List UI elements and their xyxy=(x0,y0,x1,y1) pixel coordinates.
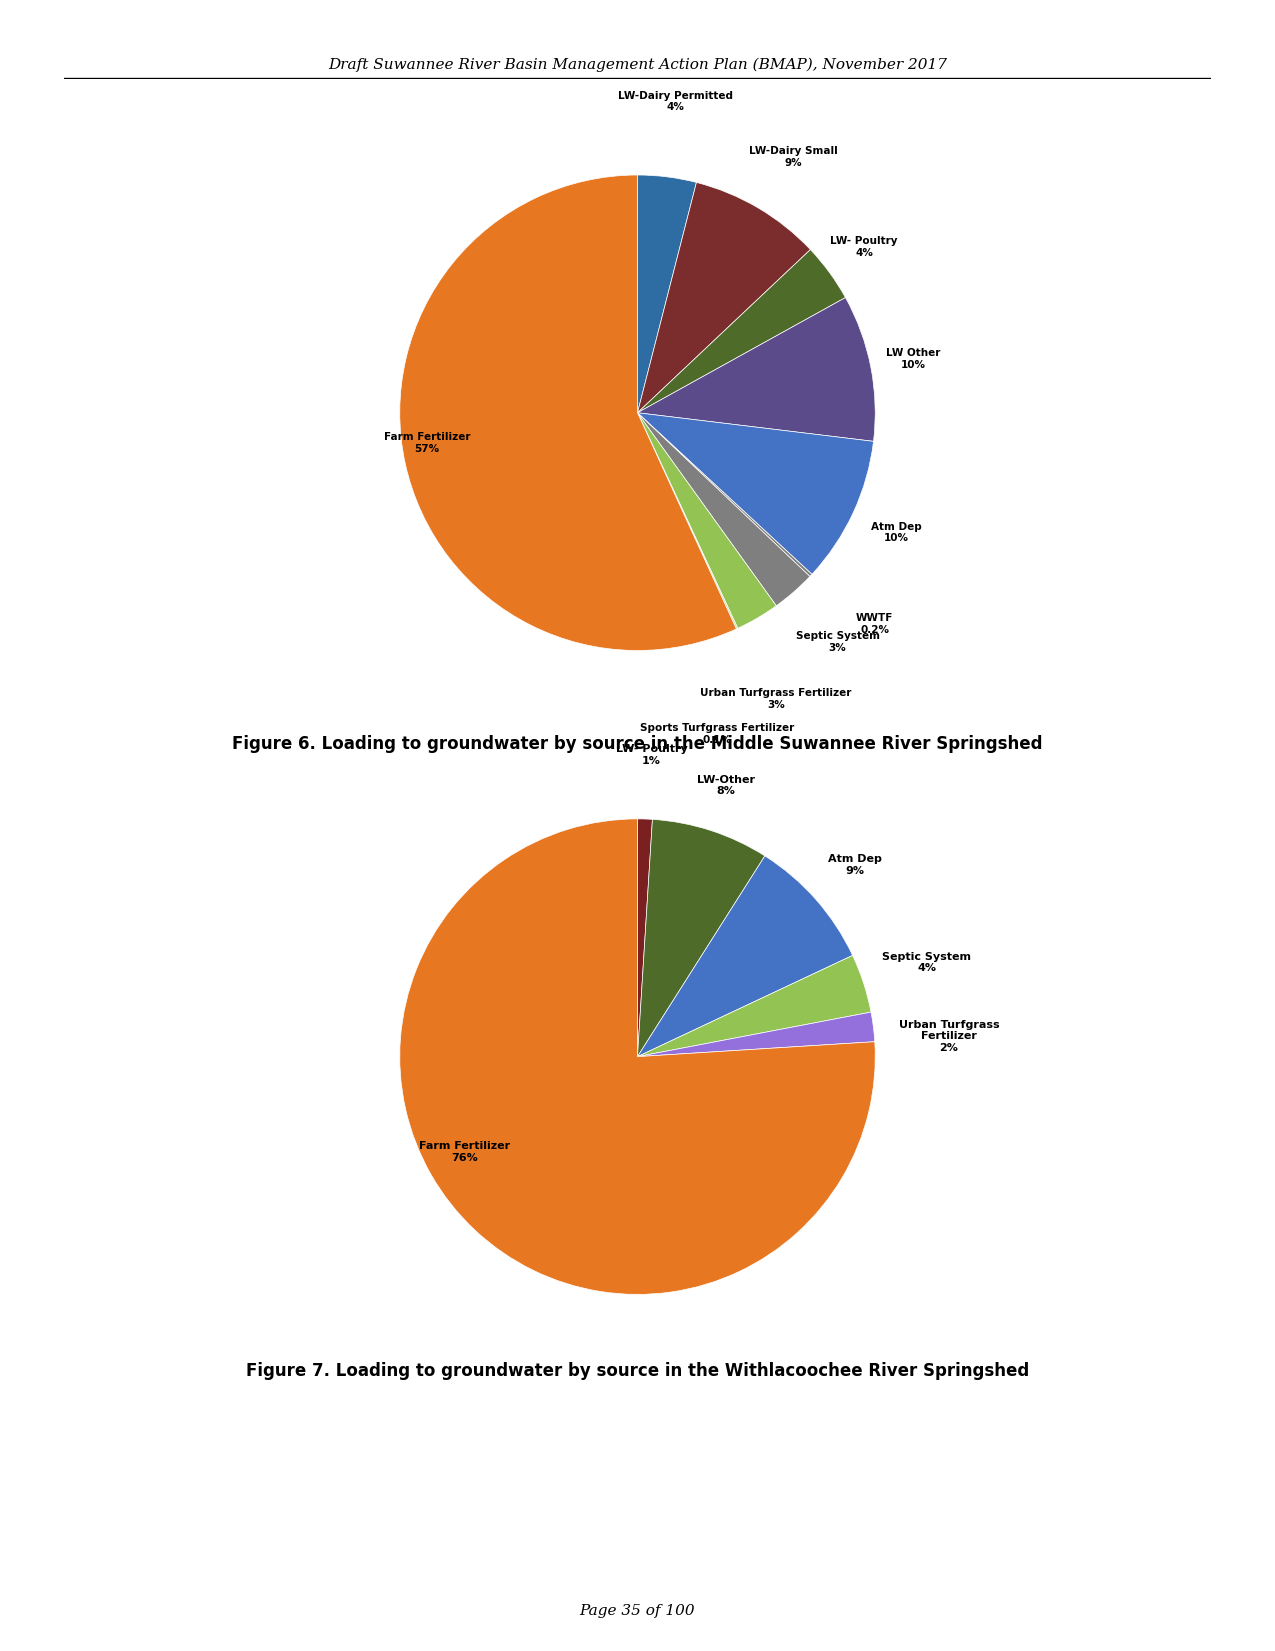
Text: Figure 6. Loading to groundwater by source in the Middle Suwannee River Springsh: Figure 6. Loading to groundwater by sour… xyxy=(232,735,1043,753)
Text: WWTF
0.2%: WWTF 0.2% xyxy=(856,614,894,636)
Wedge shape xyxy=(400,175,737,650)
Text: Urban Turfgrass Fertilizer
3%: Urban Turfgrass Fertilizer 3% xyxy=(700,688,852,710)
Text: LW-Dairy Small
9%: LW-Dairy Small 9% xyxy=(748,145,838,167)
Text: LW- Poultry
1%: LW- Poultry 1% xyxy=(616,745,687,766)
Text: Atm Dep
10%: Atm Dep 10% xyxy=(871,522,922,543)
Wedge shape xyxy=(638,249,845,413)
Wedge shape xyxy=(638,413,738,629)
Wedge shape xyxy=(638,855,853,1057)
Wedge shape xyxy=(638,297,875,441)
Wedge shape xyxy=(638,413,812,576)
Wedge shape xyxy=(638,413,873,575)
Text: Page 35 of 100: Page 35 of 100 xyxy=(580,1605,695,1618)
Text: LW Other
10%: LW Other 10% xyxy=(886,348,940,370)
Wedge shape xyxy=(638,413,776,629)
Text: Septic System
4%: Septic System 4% xyxy=(882,953,972,974)
Text: Urban Turfgrass
Fertilizer
2%: Urban Turfgrass Fertilizer 2% xyxy=(899,1020,1000,1053)
Wedge shape xyxy=(638,413,810,606)
Wedge shape xyxy=(638,819,765,1057)
Wedge shape xyxy=(638,175,696,413)
Wedge shape xyxy=(638,956,871,1057)
Wedge shape xyxy=(638,182,811,413)
Wedge shape xyxy=(400,819,875,1294)
Text: Septic System
3%: Septic System 3% xyxy=(796,631,880,652)
Text: LW- Poultry
4%: LW- Poultry 4% xyxy=(830,236,898,258)
Text: LW-Dairy Permitted
4%: LW-Dairy Permitted 4% xyxy=(618,91,733,112)
Text: LW-Other
8%: LW-Other 8% xyxy=(696,774,755,796)
Text: Figure 7. Loading to groundwater by source in the Withlacoochee River Springshed: Figure 7. Loading to groundwater by sour… xyxy=(246,1362,1029,1380)
Text: Farm Fertilizer
76%: Farm Fertilizer 76% xyxy=(419,1141,510,1162)
Wedge shape xyxy=(638,1012,875,1057)
Text: Atm Dep
9%: Atm Dep 9% xyxy=(829,854,882,875)
Text: Draft Suwannee River Basin Management Action Plan (BMAP), November 2017: Draft Suwannee River Basin Management Ac… xyxy=(328,58,947,73)
Text: Sports Turfgrass Fertilizer
0.1%: Sports Turfgrass Fertilizer 0.1% xyxy=(640,723,794,745)
Wedge shape xyxy=(638,819,653,1057)
Text: Farm Fertilizer
57%: Farm Fertilizer 57% xyxy=(384,433,470,454)
